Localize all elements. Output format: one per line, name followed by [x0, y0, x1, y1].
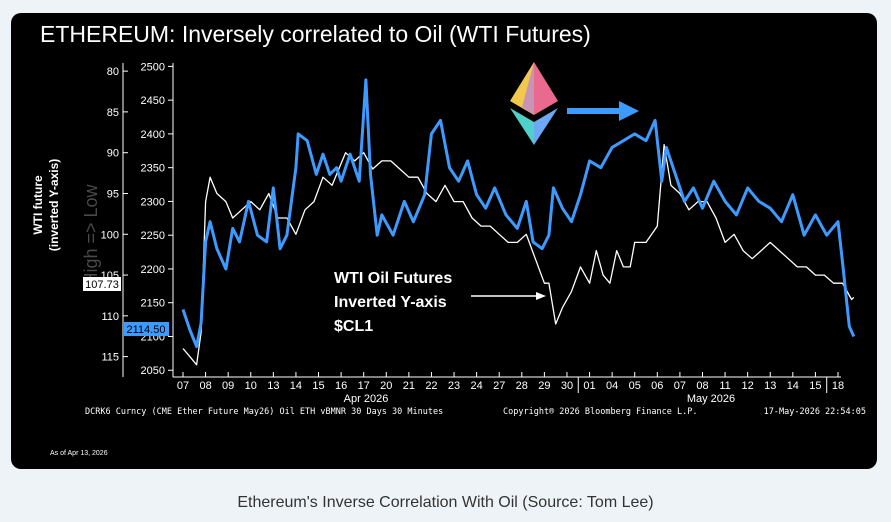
x-tick-label: 07 [674, 380, 686, 392]
month-label-apr: Apr 2026 [344, 393, 389, 405]
oil-tick-label: 115 [101, 352, 119, 364]
x-tick-label: 27 [493, 380, 505, 392]
x-tick-label: 24 [470, 380, 482, 392]
eth-tick-label: 2050 [141, 365, 165, 377]
oil-tick-label: 90 [107, 148, 119, 160]
eth-tick-label: 2250 [141, 230, 165, 242]
series-line-eth [181, 78, 856, 349]
last-eth-label: 2114.50 [127, 324, 166, 336]
x-tick-label: 14 [290, 380, 302, 392]
x-tick-label: 10 [245, 380, 257, 392]
footer-copyright: Copyright® 2026 Bloomberg Finance L.P. [503, 407, 697, 417]
watermark-high-low: High => Low [81, 183, 101, 285]
eth-tick-label: 2450 [141, 95, 165, 107]
x-tick-label: 13 [267, 380, 279, 392]
annotation-line-3: $CL1 [334, 318, 373, 335]
oil-tick-label: 95 [107, 188, 119, 200]
ethereum-logo-icon [510, 62, 558, 145]
x-axis-ticks: 07 08 09 10 13 14 15 16 17 20 21 22 23 24 27 28 29 30 01 04… [177, 372, 844, 393]
x-tick-label: 15 [809, 380, 821, 392]
x-tick-label: 21 [403, 380, 415, 392]
eth-tick-label: 2350 [141, 163, 165, 175]
annotation-line-1: WTI Oil Futures [334, 270, 452, 287]
oil-tick-label: 85 [107, 107, 119, 119]
x-tick-label: 08 [696, 380, 708, 392]
left-axis-label-2: (inverted Y-axis) [47, 159, 61, 251]
left-axis-label-1: WTI future [31, 175, 45, 235]
x-tick-label: 01 [583, 380, 595, 392]
as-of-date: As of Apr 13, 2026 [50, 450, 108, 457]
last-oil-tag: 107.73 [83, 277, 121, 291]
x-tick-label: 20 [380, 380, 392, 392]
chart: ETHEREUM: Inversely correlated to Oil (W… [31, 21, 866, 457]
eth-tick-label: 2400 [141, 129, 165, 141]
x-tick-label: 11 [719, 380, 730, 392]
eth-tick-label: 2150 [141, 298, 165, 310]
x-tick-label: 22 [425, 380, 437, 392]
figure-caption: Ethereum's Inverse Correlation With Oil … [237, 494, 654, 511]
x-tick-label: 13 [764, 380, 776, 392]
chart-panel: ETHEREUM: Inversely correlated to Oil (W… [11, 13, 877, 469]
x-tick-label: 05 [629, 380, 641, 392]
month-label-may: May 2026 [687, 393, 735, 405]
x-tick-label: 23 [448, 380, 460, 392]
eth-tick-label: 2500 [141, 61, 165, 73]
chart-title: ETHEREUM: Inversely correlated to Oil (W… [40, 21, 591, 47]
x-tick-label: 07 [177, 380, 189, 392]
blue-right-arrow [567, 101, 639, 121]
x-tick-label: 29 [538, 380, 550, 392]
footer-security: DCRK6 Curncy (CME Ether Future May26) Oi… [85, 407, 443, 417]
x-tick-label: 15 [312, 380, 324, 392]
x-tick-label: 12 [742, 380, 754, 392]
x-tick-label: 28 [516, 380, 528, 392]
footer-timestamp: 17-May-2026 22:54:05 [764, 407, 866, 417]
x-tick-label: 09 [222, 380, 234, 392]
annotation-line-2: Inverted Y-axis [334, 294, 447, 311]
x-tick-label: 17 [358, 380, 370, 392]
eth-tick-label: 2300 [141, 196, 165, 208]
x-tick-label: 08 [199, 380, 211, 392]
oil-tick-label: 100 [101, 229, 119, 241]
last-eth-tag: 2114.50 [124, 322, 169, 336]
annotation-arrow [471, 292, 546, 300]
x-tick-label: 18 [832, 380, 844, 392]
last-oil-label: 107.73 [85, 279, 119, 291]
x-tick-label: 30 [561, 380, 573, 392]
x-tick-label: 04 [606, 380, 618, 392]
series-line-oil [182, 143, 855, 366]
x-tick-label: 14 [787, 380, 799, 392]
oil-tick-label: 110 [101, 311, 119, 323]
x-tick-label: 16 [335, 380, 347, 392]
oil-tick-label: 80 [107, 66, 119, 78]
x-tick-label: 06 [651, 380, 663, 392]
eth-tick-label: 2200 [141, 264, 165, 276]
